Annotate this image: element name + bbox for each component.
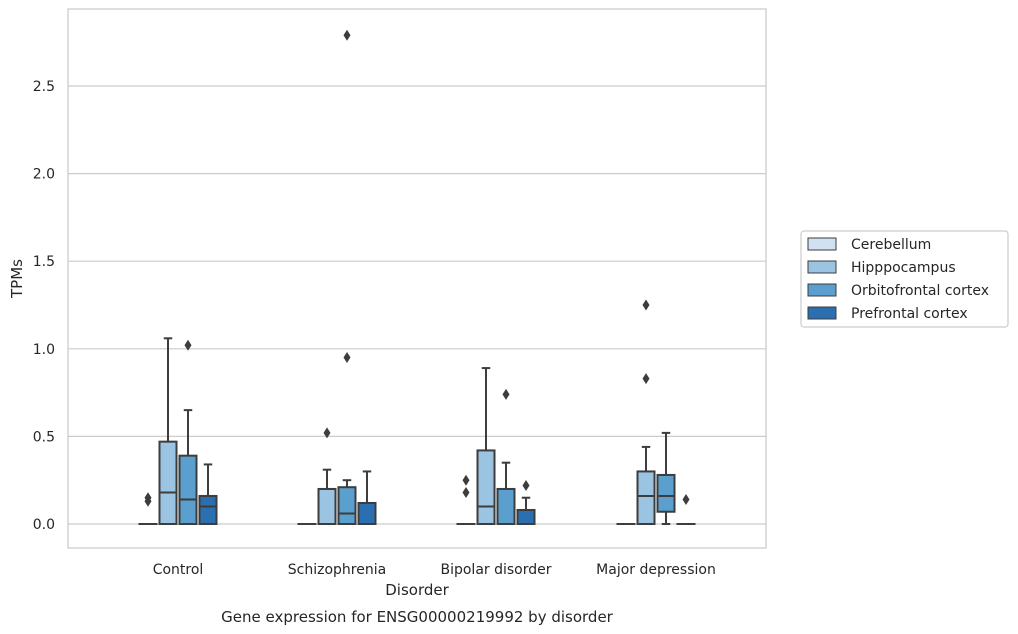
legend-swatch (807, 283, 837, 297)
box (476, 449, 496, 525)
box-hipppocampus (636, 299, 656, 526)
box (516, 508, 536, 526)
plot-area-frame (67, 8, 767, 549)
legend-swatch (807, 306, 837, 320)
outlier-point (642, 299, 650, 311)
x-axis-label: Disorder (385, 581, 449, 599)
box-prefrontal-cortex (676, 493, 696, 526)
y-tick-labels: 0.0 0.5 1.0 1.5 2.0 2.5 (33, 79, 55, 533)
box-prefrontal-cortex (357, 470, 377, 526)
legend-label: Hipppocampus (851, 260, 956, 276)
outlier-point (682, 493, 690, 505)
x-tick-label: Bipolar disorder (440, 562, 551, 578)
box-orbitofrontal-cortex (496, 388, 516, 525)
outlier-point (642, 373, 650, 385)
outlier-point (502, 388, 510, 400)
box-cerebellum (456, 474, 476, 526)
x-tick-label: Major depression (596, 562, 716, 578)
y-axis-label: TPMs (8, 259, 26, 299)
box-orbitofrontal-cortex (178, 339, 198, 525)
box-groups (138, 29, 696, 526)
outlier-point (343, 352, 351, 364)
box (636, 470, 656, 526)
outlier-point (462, 474, 470, 486)
y-tick-label: 2.5 (33, 79, 55, 95)
legend-label: Cerebellum (851, 237, 931, 253)
box-hipppocampus (158, 337, 178, 526)
y-tick-label: 1.0 (33, 342, 55, 358)
outlier-point (184, 339, 192, 351)
legend: Cerebellum Hipppocampus Orbitofrontal cort… (800, 230, 1009, 328)
legend-frame (800, 230, 1009, 328)
box-prefrontal-cortex (516, 479, 536, 526)
box-orbitofrontal-cortex (337, 29, 357, 526)
outlier-point (323, 427, 331, 439)
legend-swatch (807, 237, 837, 251)
legend-label: Orbitofrontal cortex (851, 283, 989, 299)
box (357, 501, 377, 526)
y-tick-label: 2.0 (33, 167, 55, 183)
x-tick-label: Schizophrenia (288, 562, 386, 578)
box (178, 454, 198, 525)
box (496, 487, 516, 525)
outlier-point (343, 29, 351, 41)
outlier-point (522, 479, 530, 491)
y-tick-label: 0.0 (33, 517, 55, 533)
box-cerebellum (138, 492, 158, 526)
legend-swatch (807, 260, 837, 274)
legend-label: Prefrontal cortex (851, 306, 968, 322)
box (337, 486, 357, 526)
box-prefrontal-cortex (198, 463, 218, 525)
legend-item: Hipppocampus (807, 260, 956, 276)
y-tick-label: 0.5 (33, 429, 55, 445)
box (317, 487, 337, 525)
legend-item: Prefrontal cortex (807, 306, 968, 322)
x-tick-labels: Control Schizophrenia Bipolar disorder Majo… (153, 562, 716, 578)
box-orbitofrontal-cortex (656, 431, 676, 525)
box (158, 440, 178, 526)
x-tick-label: Control (153, 562, 204, 578)
box-hipppocampus (476, 367, 496, 525)
legend-item: Cerebellum (807, 237, 931, 253)
outlier-point (462, 486, 470, 498)
box (198, 494, 218, 525)
outlier-point (144, 492, 152, 504)
box-hipppocampus (317, 427, 337, 525)
y-tick-label: 1.5 (33, 254, 55, 270)
legend-item: Orbitofrontal cortex (807, 283, 989, 299)
chart-caption: Gene expression for ENSG00000219992 by d… (221, 608, 614, 626)
box (656, 473, 676, 513)
